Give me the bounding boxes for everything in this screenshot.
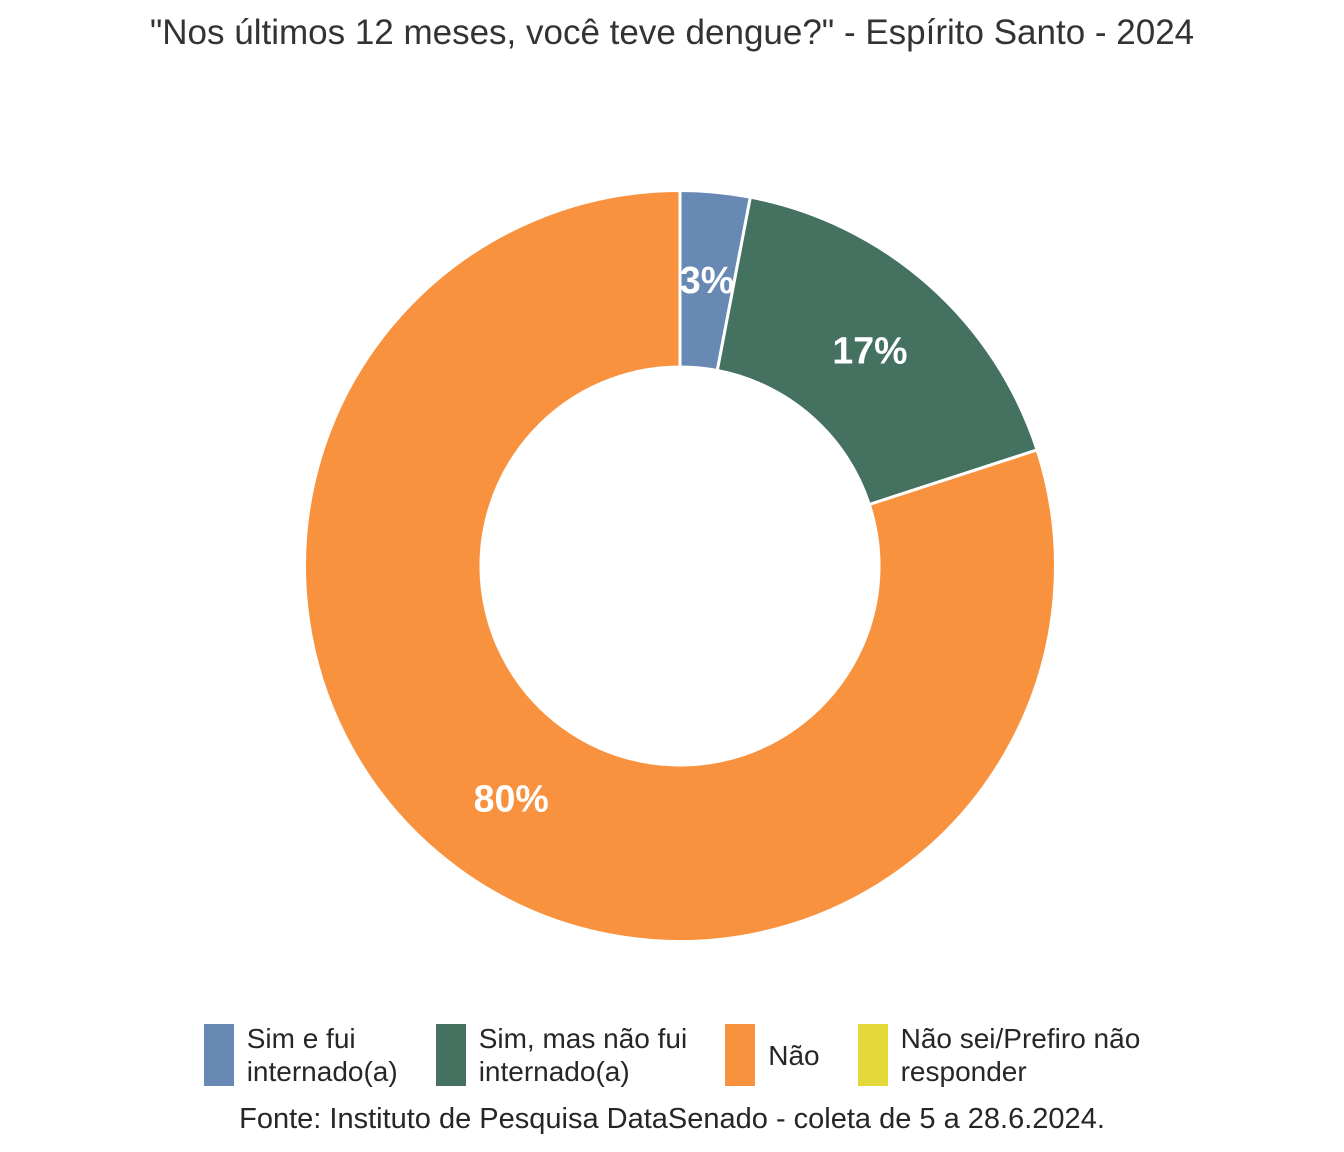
legend-item-nao: Não	[725, 1024, 820, 1086]
legend-swatch-green-icon	[435, 1024, 466, 1086]
legend-label-nao: Não	[768, 1039, 820, 1071]
legend-swatch-blue-icon	[203, 1024, 234, 1086]
donut-chart: 3% 17% 80%	[303, 189, 1057, 943]
legend-swatch-orange-icon	[725, 1024, 756, 1086]
chart-title: "Nos últimos 12 meses, você teve dengue?…	[149, 13, 1195, 52]
legend-swatch-blue-color	[203, 1024, 234, 1086]
legend-label-nao-sei: Não sei/Prefiro não responder	[900, 1023, 1141, 1087]
chart-source: Fonte: Instituto de Pesquisa DataSenado …	[239, 1103, 1105, 1135]
legend-item-nao-sei: Não sei/Prefiro não responder	[857, 1022, 1141, 1088]
donut-chart-area: 3% 17% 80%	[300, 186, 1060, 946]
legend-swatch-yellow-icon	[857, 1024, 888, 1086]
chart-legend: Sim e fui internado(a) Sim, mas não fui …	[0, 1022, 1344, 1088]
legend-label-sim-nao-internado: Sim, mas não fui internado(a)	[478, 1023, 688, 1087]
legend-swatch-orange-color	[725, 1024, 756, 1086]
slice-percentage-label: 80%	[474, 777, 549, 819]
slice-percentage-label: 17%	[832, 330, 907, 372]
donut-slice	[303, 189, 1057, 943]
legend-item-sim-nao-internado: Sim, mas não fui internado(a)	[435, 1022, 688, 1088]
slice-percentage-label: 3%	[680, 259, 734, 301]
legend-swatch-green-color	[435, 1024, 466, 1086]
legend-item-sim-fui-internado: Sim e fui internado(a)	[203, 1022, 398, 1088]
legend-swatch-yellow-color	[857, 1024, 888, 1086]
donut-slice	[715, 195, 1039, 507]
legend-label-sim-fui-internado: Sim e fui internado(a)	[246, 1023, 398, 1087]
